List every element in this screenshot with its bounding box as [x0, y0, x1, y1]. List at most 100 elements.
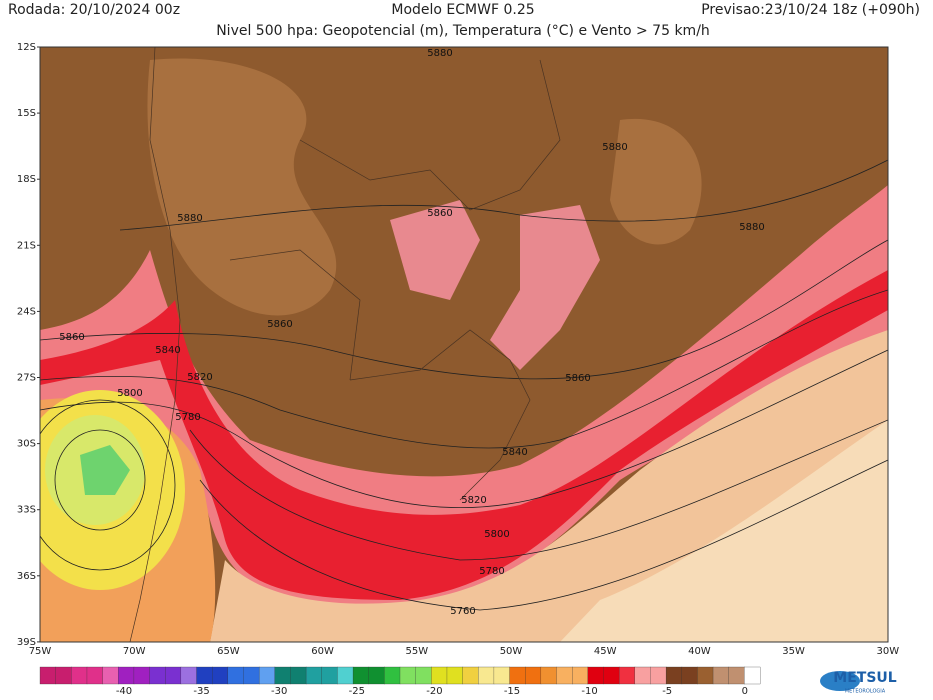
contour-label: 5880	[427, 48, 452, 59]
colorbar-label: -10	[581, 686, 597, 696]
contour-label: 5800	[117, 388, 142, 399]
subtitle: Nivel 500 hpa: Geopotencial (m), Tempera…	[216, 23, 710, 39]
colorbar-cell	[540, 666, 557, 685]
colorbar-cell	[697, 666, 714, 685]
colorbar-cell	[290, 666, 307, 685]
colorbar-cell	[133, 666, 151, 685]
map-frame	[39, 46, 889, 643]
lon-label: 45W	[594, 646, 617, 657]
lat-label: 24S	[17, 306, 36, 317]
colorbar-cell	[71, 666, 88, 685]
logo-tagline: METEOROLOGIA	[845, 689, 886, 695]
colorbar-cell	[650, 666, 667, 685]
colorbar-cell	[572, 666, 589, 685]
colorbar-cell	[478, 666, 495, 685]
colorbar-cell	[509, 666, 526, 685]
colorbar-cell	[665, 666, 683, 685]
contour-label: 5880	[177, 213, 202, 224]
lon-label: 55W	[405, 646, 428, 657]
contour-label: 5880	[602, 142, 627, 153]
colorbar-cell	[102, 666, 119, 685]
lat-label: 36S	[17, 571, 36, 582]
colorbar-cell	[493, 666, 511, 685]
colorbar-label: 0	[742, 686, 748, 696]
contour-label: 5860	[59, 332, 84, 343]
colorbar-label: -15	[504, 686, 520, 696]
colorbar-label: -20	[426, 686, 442, 696]
lon-label: 35W	[782, 646, 805, 657]
lon-label: 60W	[311, 646, 334, 657]
colorbar-cell	[212, 666, 229, 685]
contour-label: 5760	[450, 606, 475, 617]
colorbar-cell	[384, 666, 401, 685]
colorbar-cell	[556, 666, 573, 685]
contour-label: 5860	[267, 319, 292, 330]
colorbar-cell	[587, 666, 604, 685]
field-red-band	[40, 270, 888, 600]
contour-label: 5840	[155, 345, 180, 356]
colorbar-cell	[180, 666, 197, 685]
colorbar: -40 -35 -30 -25 -20 -15 -10 -5 0	[39, 666, 761, 697]
colorbar-cell	[321, 666, 338, 685]
borders	[129, 47, 561, 642]
contour-label: 5780	[479, 566, 504, 577]
contour-label: 5820	[461, 495, 486, 506]
colorbar-cell	[243, 666, 260, 685]
colorbar-cell	[227, 666, 244, 685]
field-tan	[147, 58, 337, 316]
lat-label: 30S	[17, 439, 36, 450]
colorbar-cell	[39, 666, 57, 685]
colorbar-cell	[305, 666, 323, 685]
lat-label: 21S	[17, 240, 36, 251]
lon-label: 50W	[500, 646, 523, 657]
contour-label: 5840	[502, 447, 527, 458]
colorbar-label: -25	[349, 686, 365, 696]
lon-label: 30W	[876, 646, 899, 657]
colorbar-cell	[196, 666, 213, 685]
colorbar-cell	[431, 666, 448, 685]
contour-label: 5820	[187, 372, 212, 383]
colorbar-cell	[86, 666, 104, 685]
colorbar-cell	[634, 666, 651, 685]
colorbar-cell	[712, 666, 730, 685]
lat-label: 33S	[17, 505, 36, 516]
colorbar-cell	[681, 666, 698, 685]
colorbar-cell	[399, 666, 417, 685]
field-cool-light	[560, 420, 888, 642]
lat-label: 12S	[17, 42, 36, 53]
lat-label: 18S	[17, 174, 36, 185]
lon-label: 70W	[123, 646, 146, 657]
colorbar-cell	[55, 666, 72, 685]
lon-label: 65W	[217, 646, 240, 657]
colorbar-label: -40	[116, 686, 132, 696]
colorbar-cell	[352, 666, 370, 685]
logo: METSUL METEOROLOGIA	[820, 670, 897, 695]
lon-label: 75W	[29, 646, 52, 657]
lat-label: 15S	[17, 108, 36, 119]
lat-label: 39S	[17, 637, 36, 648]
colorbar-label: -35	[193, 686, 209, 696]
logo-icon	[820, 671, 860, 691]
lon-label: 40W	[688, 646, 711, 657]
colorbar-cell	[462, 666, 479, 685]
model-label: Modelo ECMWF 0.25	[391, 2, 534, 18]
contour-label: 5860	[565, 373, 590, 384]
lat-label: 27S	[17, 373, 36, 384]
forecast-label: Previsao:23/10/24 18z (+090h)	[701, 2, 920, 18]
colorbar-cell	[149, 666, 166, 685]
contours	[40, 159, 888, 611]
run-label: Rodada: 20/10/2024 00z	[8, 2, 180, 18]
colorbar-cell	[446, 666, 464, 685]
colorbar-cell	[258, 666, 276, 685]
field-pink	[390, 200, 600, 370]
colorbar-cell	[165, 666, 182, 685]
colorbar-cell	[118, 666, 135, 685]
colorbar-cell	[618, 666, 636, 685]
contour-label: 5800	[484, 529, 509, 540]
colorbar-cell	[525, 666, 542, 685]
contour-label: 5780	[175, 412, 200, 423]
colorbar-cell	[337, 666, 354, 685]
map-fields	[40, 47, 888, 642]
colorbar-label: -5	[662, 686, 672, 696]
